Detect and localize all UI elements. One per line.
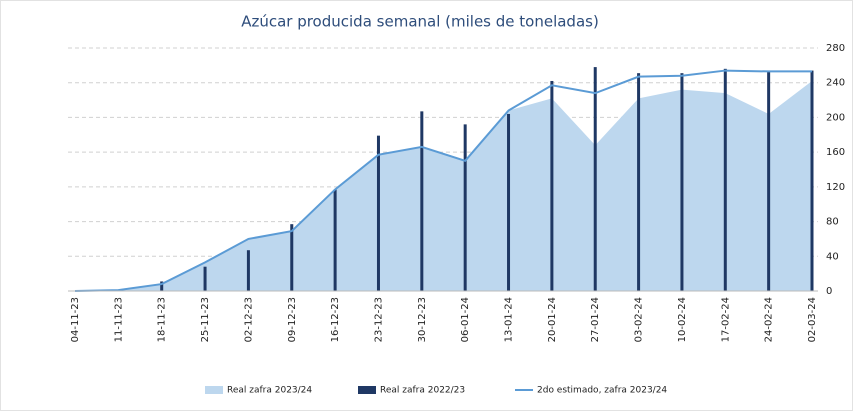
bar — [723, 68, 727, 291]
bar — [420, 111, 424, 291]
line — [74, 69, 812, 292]
bar — [246, 250, 250, 291]
x-tick-label: 02-12-23 — [243, 297, 254, 342]
x-tick-label: 30-12-23 — [417, 297, 428, 342]
bar — [376, 135, 380, 291]
bar — [593, 67, 597, 291]
legend-label: 2do estimado, zafra 2023/24 — [537, 386, 667, 396]
x-tick-label: 16-12-23 — [330, 297, 341, 342]
chart-title: Azúcar producida semanal (miles de tonel… — [241, 13, 599, 31]
bar — [550, 80, 554, 291]
bar — [507, 113, 511, 291]
x-tick-label: 23-12-23 — [373, 297, 384, 342]
bar — [463, 124, 467, 291]
x-tick-label: 04-11-23 — [70, 297, 81, 342]
bar — [160, 281, 164, 291]
x-tick-label: 09-12-23 — [287, 297, 298, 342]
x-tick-label: 06-01-24 — [460, 297, 471, 342]
x-tick-label: 02-03-24 — [807, 297, 818, 342]
x-tick-label: 18-11-23 — [157, 297, 168, 342]
y-tick-label: 120 — [826, 182, 845, 193]
x-tick-label: 25-11-23 — [200, 297, 211, 342]
bar — [203, 266, 207, 291]
y-tick-label: 240 — [826, 78, 845, 89]
bar — [637, 73, 641, 292]
x-tick-label: 27-01-24 — [590, 297, 601, 342]
y-tick-label: 200 — [826, 112, 845, 123]
x-tick-label: 20-01-24 — [547, 297, 558, 342]
legend-swatch — [205, 386, 223, 394]
x-tick-label: 03-02-24 — [634, 297, 645, 342]
y-tick-label: 40 — [826, 251, 839, 262]
x-tick-label: 24-02-24 — [764, 297, 775, 342]
x-tick-label: 17-02-24 — [720, 297, 731, 342]
bar — [680, 73, 684, 292]
legend-label: Real zafra 2023/24 — [227, 386, 312, 396]
bar — [767, 70, 771, 291]
y-tick-label: 160 — [826, 147, 845, 158]
x-tick-label: 11-11-23 — [113, 297, 124, 342]
x-tick-label: 13-01-24 — [504, 297, 515, 342]
x-tick-label: 10-02-24 — [677, 297, 688, 342]
y-tick-label: 280 — [826, 43, 845, 54]
y-tick-label: 0 — [826, 286, 832, 297]
bar — [810, 70, 814, 291]
legend-label: Real zafra 2022/23 — [380, 386, 465, 396]
area — [75, 80, 812, 291]
bar — [290, 224, 294, 291]
bar — [333, 189, 337, 291]
legend-swatch — [358, 386, 376, 394]
y-tick-label: 80 — [826, 217, 839, 228]
